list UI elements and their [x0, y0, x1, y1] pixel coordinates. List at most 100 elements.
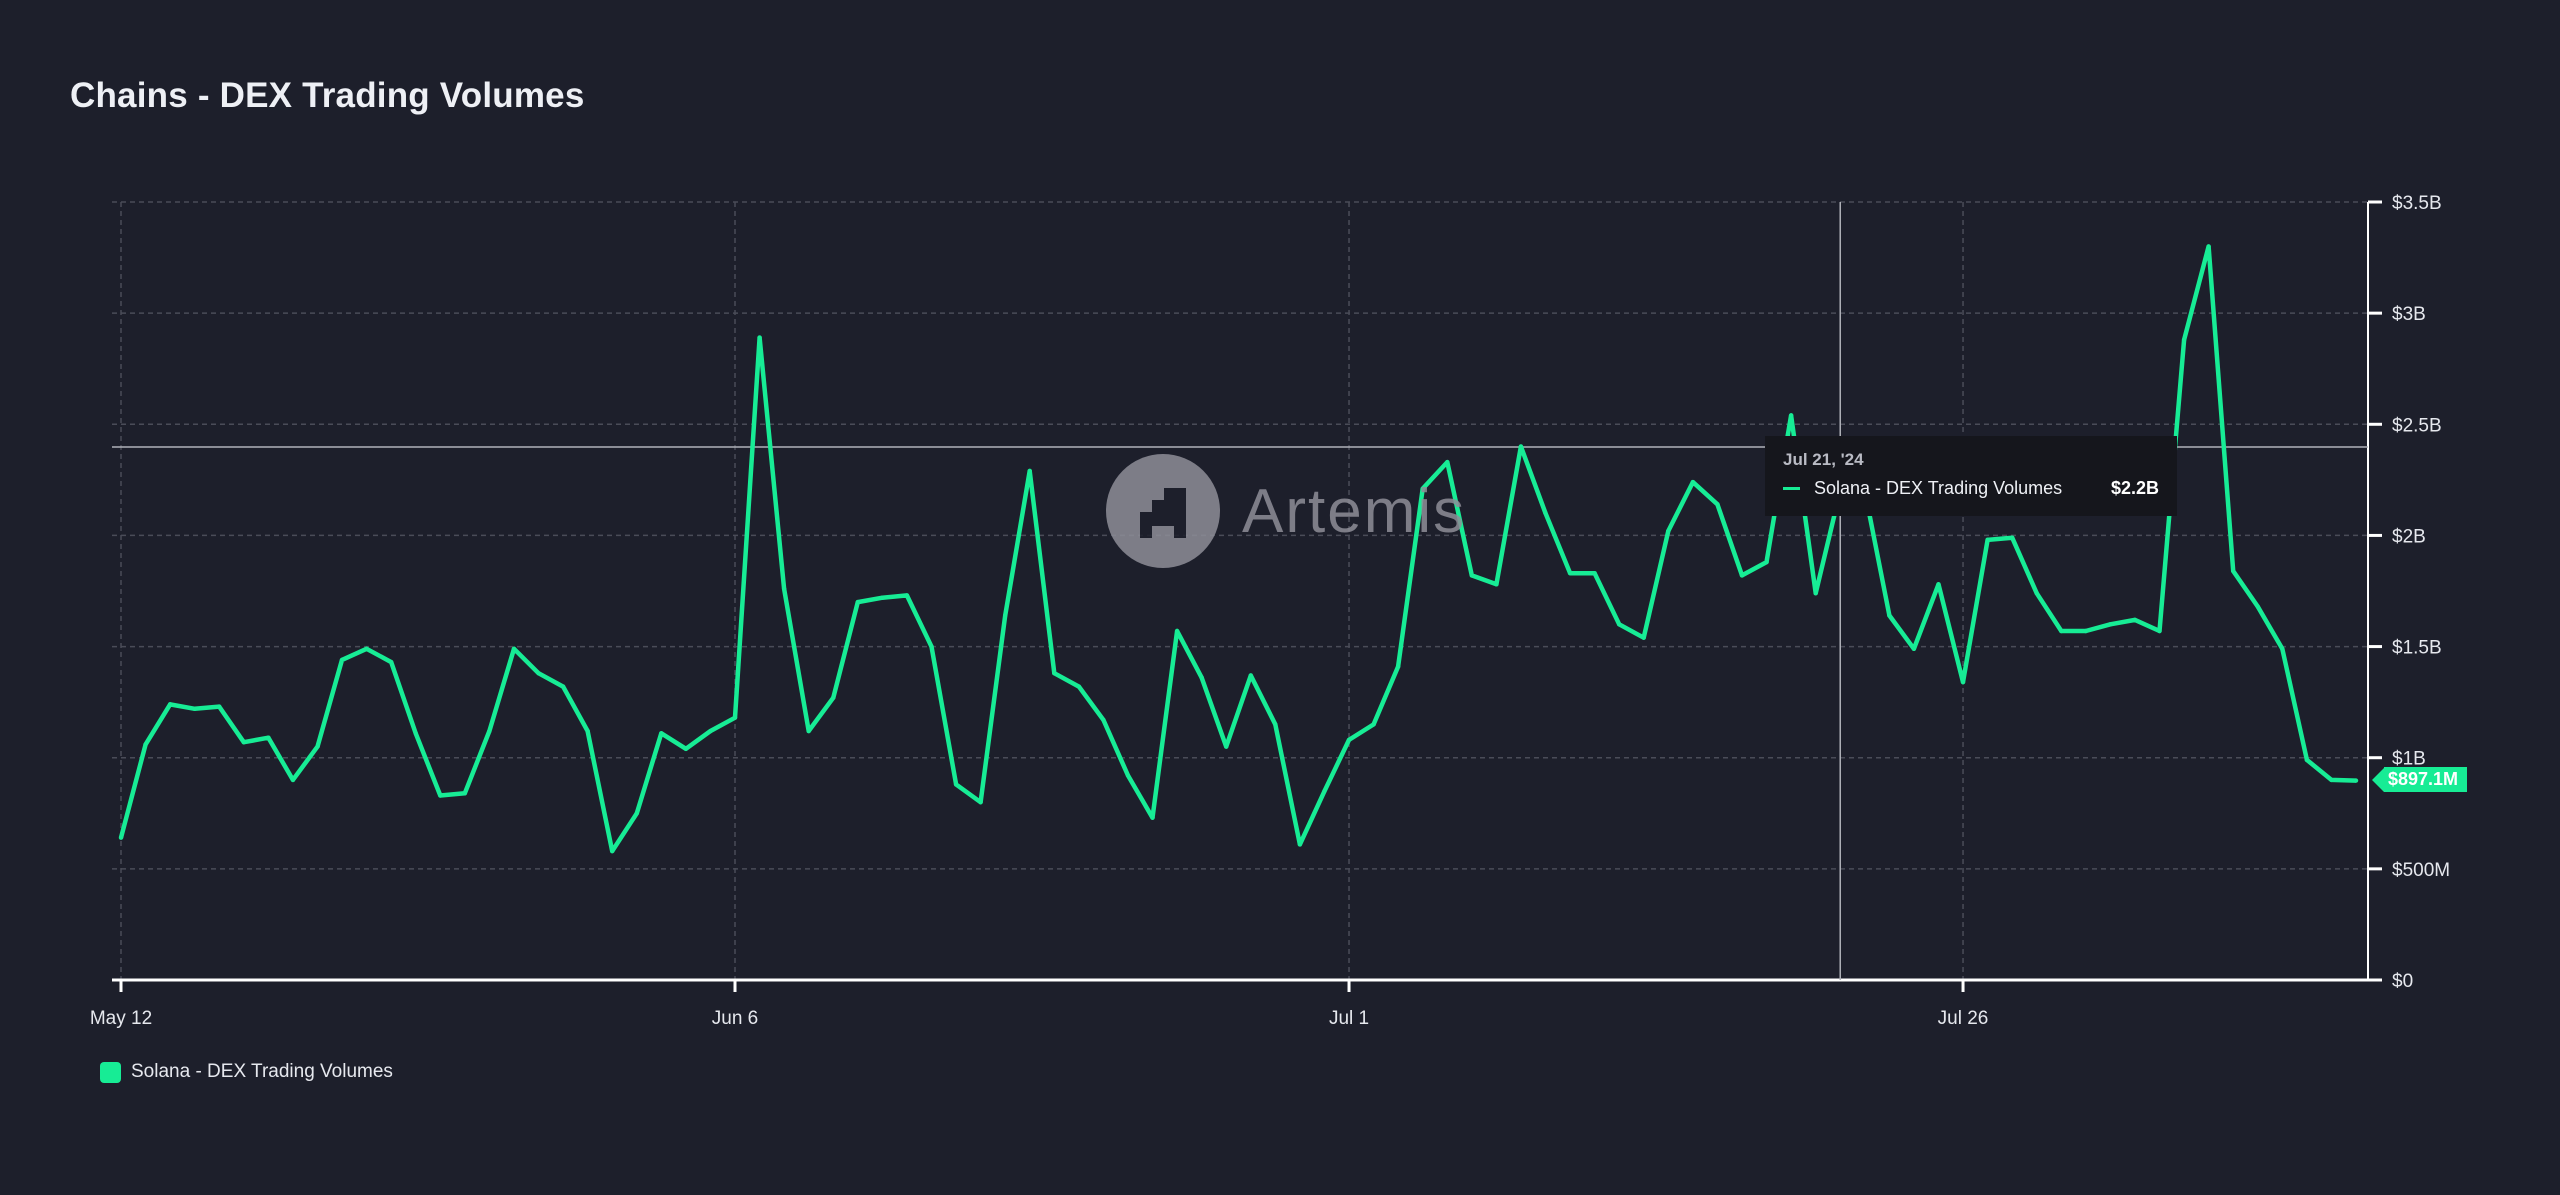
x-tick-label: May 12	[90, 1008, 152, 1029]
data-point	[1788, 413, 1794, 418]
data-point	[1887, 613, 1892, 618]
data-point	[462, 791, 468, 796]
data-point	[511, 646, 517, 651]
data-point	[241, 739, 247, 745]
data-point	[904, 593, 910, 598]
data-point	[1273, 722, 1278, 727]
data-point	[438, 793, 443, 798]
legend-label: Solana - DEX Trading Volumes	[131, 1061, 393, 1082]
data-point	[2083, 628, 2089, 634]
data-point	[1592, 571, 1597, 576]
data-point	[1346, 737, 1352, 743]
data-point	[781, 586, 787, 591]
data-point	[290, 777, 296, 783]
data-point	[1395, 664, 1401, 669]
x-tick-label: Jun 6	[712, 1008, 758, 1029]
y-tick-label: $2.5B	[2392, 415, 2442, 436]
data-point	[929, 644, 934, 649]
last-value-label: $897.1M	[2384, 767, 2468, 792]
chart-title: Chains - DEX Trading Volumes	[70, 76, 585, 115]
data-point	[1297, 842, 1303, 847]
data-point	[2108, 622, 2113, 627]
x-tick-label: Jul 26	[1938, 1008, 1989, 1029]
data-point	[1715, 502, 1720, 507]
data-point	[1985, 537, 1990, 543]
data-point	[2157, 628, 2162, 634]
data-point	[1371, 722, 1376, 727]
data-point	[1445, 459, 1450, 465]
data-point	[2255, 604, 2260, 609]
data-point	[143, 742, 148, 747]
y-tick-label: $0	[2392, 971, 2413, 992]
data-point	[1174, 628, 1180, 634]
data-point	[1076, 684, 1082, 689]
data-point	[1690, 479, 1696, 485]
data-point	[1911, 646, 1917, 651]
data-point	[855, 599, 861, 605]
y-tick-label: $1B	[2392, 749, 2426, 770]
data-point	[2009, 535, 2015, 540]
data-point	[217, 704, 222, 709]
crosshair	[112, 202, 2368, 980]
legend-item-solana[interactable]: Solana - DEX Trading Volumes	[100, 1061, 393, 1083]
data-point	[1567, 571, 1573, 576]
data-point	[1052, 671, 1057, 676]
data-point	[610, 848, 615, 854]
y-tick-label: $500M	[2392, 860, 2450, 881]
data-point	[1764, 559, 1769, 565]
data-point	[2034, 591, 2039, 596]
tooltip: Jul 21, '24 Solana - DEX Trading Volumes…	[1765, 436, 2177, 516]
data-point	[1518, 444, 1524, 449]
data-point	[315, 744, 320, 749]
last-value-tag: $897.1M	[2372, 767, 2468, 792]
series-solana[interactable]	[118, 244, 2359, 854]
data-point	[487, 728, 492, 734]
data-point	[1739, 573, 1745, 578]
series-line	[118, 244, 2357, 854]
watermark-text: Artemis	[1242, 476, 1467, 546]
x-tick-label: Jul 1	[1329, 1008, 1369, 1029]
axes	[112, 200, 2382, 992]
data-point	[634, 811, 639, 816]
data-point	[167, 702, 173, 707]
data-point	[2329, 777, 2334, 783]
data-point	[683, 746, 689, 752]
data-point	[1494, 582, 1499, 587]
data-point	[388, 659, 394, 665]
tooltip-value: $2.2B	[2110, 478, 2159, 498]
data-point	[536, 671, 541, 676]
data-point	[1469, 573, 1475, 578]
y-tick-label: $1.5B	[2392, 638, 2442, 659]
grid	[112, 201, 2368, 980]
data-point	[1027, 468, 1032, 474]
data-point	[560, 684, 566, 689]
data-point	[1224, 744, 1229, 749]
data-point	[413, 731, 418, 736]
y-tick-label: $3.5B	[2392, 193, 2442, 214]
data-point	[1641, 635, 1646, 640]
data-point	[2181, 337, 2187, 343]
tooltip-series-name: Solana - DEX Trading Volumes	[1814, 478, 2063, 498]
series-dash-icon	[1783, 487, 1800, 490]
data-point	[708, 728, 713, 734]
data-point	[1002, 613, 1008, 618]
data-point	[1936, 582, 1941, 587]
data-point	[1199, 675, 1204, 680]
data-point	[2280, 646, 2285, 651]
data-point	[953, 782, 959, 787]
data-point	[1543, 511, 1548, 516]
data-point	[659, 731, 664, 736]
data-point	[880, 595, 885, 600]
data-point	[585, 728, 590, 734]
tooltip-date: Jul 21, '24	[1783, 450, 1864, 469]
data-point	[364, 646, 369, 651]
data-point	[266, 735, 271, 740]
data-point	[2353, 778, 2359, 783]
data-point	[1960, 679, 1966, 685]
data-point	[1101, 717, 1106, 723]
data-point	[2230, 568, 2236, 574]
y-tick-label: $3B	[2392, 304, 2426, 325]
data-point	[1616, 622, 1622, 627]
data-point	[2304, 757, 2310, 763]
